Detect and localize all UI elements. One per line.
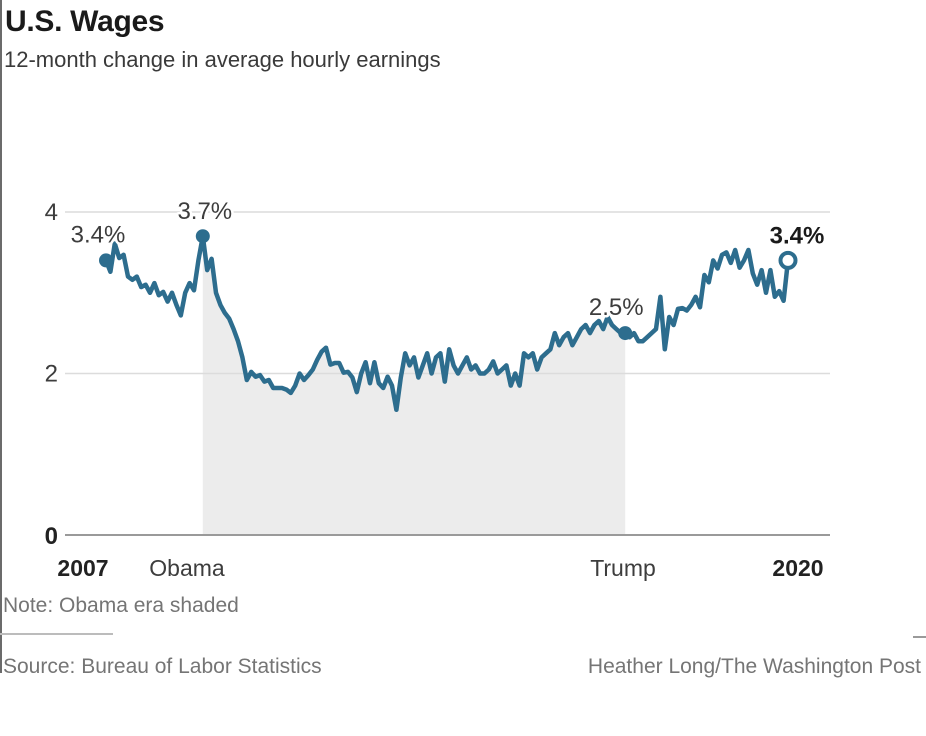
annotation-label-3.7%: 3.7% (177, 198, 232, 225)
annotation-label-3.4%: 3.4% (71, 221, 126, 248)
annotation-label-3.4%: 3.4% (770, 222, 825, 249)
endpoint-marker-open (778, 250, 798, 270)
y-tick-label-4: 4 (45, 199, 58, 226)
x-axis-label-obama: Obama (149, 555, 225, 581)
chart-subtitle: 12-month change in average hourly earnin… (4, 47, 441, 72)
point-marker-filled (618, 326, 633, 341)
y-tick-label-0: 0 (45, 523, 58, 550)
page-title: U.S. Wages (5, 5, 165, 38)
author-credit: Heather Long/The Washington Post (587, 655, 921, 678)
wages-line (103, 233, 791, 413)
point-marker-filled (195, 229, 210, 244)
right-edge-dash (913, 636, 926, 638)
left-edge-border (0, 0, 2, 673)
y-tick-label-2: 2 (45, 361, 58, 388)
source-credit: Source: Bureau of Labor Statistics (3, 655, 322, 678)
x-axis-label-trump: Trump (590, 555, 656, 581)
obama-era-shading (202, 236, 626, 535)
footer-divider (0, 633, 113, 635)
x-axis-label-2020: 2020 (772, 555, 823, 581)
annotation-label-2.5%: 2.5% (589, 294, 644, 321)
point-marker-filled (99, 253, 113, 268)
x-axis-label-2007: 2007 (57, 555, 108, 581)
chart-note: Note: Obama era shaded (3, 594, 239, 617)
